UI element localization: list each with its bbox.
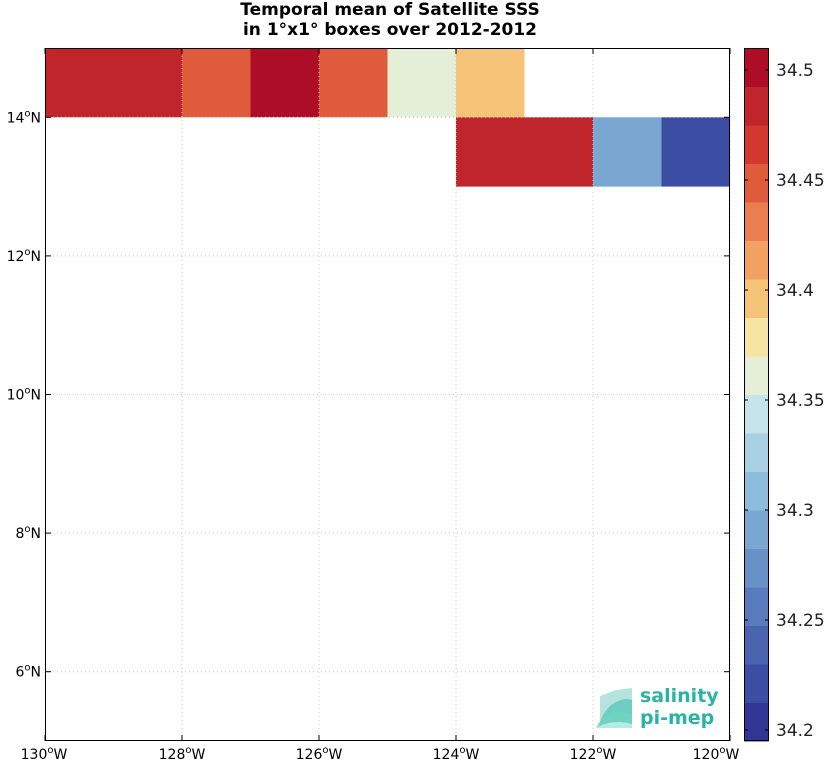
- y-tick-label: 8oN: [15, 524, 41, 542]
- heatmap-cell: [593, 117, 662, 187]
- colorbar-segment: [744, 279, 769, 318]
- colorbar-tick-label: 34.35: [776, 391, 825, 411]
- heatmap-cell: [250, 48, 319, 118]
- title-line-2: in 1°x1° boxes over 2012-2012: [242, 20, 538, 40]
- heatmap-cell: [319, 48, 388, 118]
- colorbar-segment: [744, 48, 769, 87]
- colorbar-tick-label: 34.5: [776, 61, 814, 81]
- colorbar-tick-label: 34.4: [776, 281, 814, 301]
- colorbar-tick-label: 34.25: [776, 611, 825, 631]
- x-tick-label: 130oW: [21, 745, 68, 763]
- y-tick-label: 12oN: [7, 247, 41, 265]
- heatmap-cell: [387, 48, 456, 118]
- y-tick-label: 10oN: [7, 386, 41, 404]
- salinity-pimep-logo-icon: [596, 688, 632, 728]
- y-tick-label: 6oN: [15, 663, 41, 681]
- x-tick-label: 126oW: [296, 745, 343, 763]
- colorbar-segment: [744, 240, 769, 280]
- colorbar-segment: [744, 587, 769, 626]
- salinity-pimep-logo: salinity pi-mep: [596, 685, 719, 729]
- colorbar-segment: [744, 471, 769, 511]
- logo-text-line-1: salinity: [640, 685, 719, 707]
- heatmap-cells: [45, 48, 730, 187]
- colorbar-segment: [744, 433, 769, 472]
- x-tick-label: 122oW: [570, 745, 617, 763]
- colorbar-segment: [744, 86, 769, 126]
- colorbar-segment: [744, 548, 769, 588]
- colorbar-segment: [744, 664, 769, 703]
- colorbar: 34.5 34.45 34.4 34.35 34.3 34.25 34.2: [744, 48, 825, 742]
- colorbar-segment: [744, 394, 769, 434]
- heatmap-cell: [456, 48, 525, 118]
- colorbar-segment: [744, 356, 769, 395]
- colorbar-tick-label: 34.2: [776, 721, 814, 741]
- heatmap-cell: [456, 117, 525, 187]
- y-axis-labels: 6oN 8oN 10oN 12oN 14oN: [7, 108, 41, 680]
- axis-ticks: [44, 48, 731, 741]
- logo-text-line-2: pi-mep: [640, 707, 714, 729]
- x-tick-label: 124oW: [433, 745, 480, 763]
- colorbar-segment: [744, 202, 769, 241]
- x-tick-label: 128oW: [159, 745, 206, 763]
- heatmap-cell: [113, 48, 182, 118]
- heatmap-cell: [182, 48, 251, 118]
- heatmap-cell: [524, 117, 593, 187]
- colorbar-segment: [744, 125, 769, 164]
- y-tick-label: 14oN: [7, 108, 41, 126]
- colorbar-tick-label: 34.45: [776, 171, 825, 191]
- colorbar-tick-label: 34.3: [776, 501, 814, 521]
- title-line-1: Temporal mean of Satellite SSS: [240, 0, 540, 20]
- heatmap-cell: [45, 48, 114, 118]
- colorbar-frame: [744, 48, 769, 741]
- heatmap-cell: [661, 117, 730, 187]
- x-tick-label: 120oW: [693, 745, 740, 763]
- x-axis-labels: 130oW 128oW 126oW 124oW 122oW 120oW: [21, 745, 740, 763]
- colorbar-segment: [744, 625, 769, 665]
- map-title: Temporal mean of Satellite SSS in 1°x1° …: [0, 0, 780, 40]
- colorbar-segment: [744, 163, 769, 203]
- colorbar-segment: [744, 510, 769, 549]
- colorbar-segment: [744, 317, 769, 357]
- colorbar-segment: [744, 702, 769, 742]
